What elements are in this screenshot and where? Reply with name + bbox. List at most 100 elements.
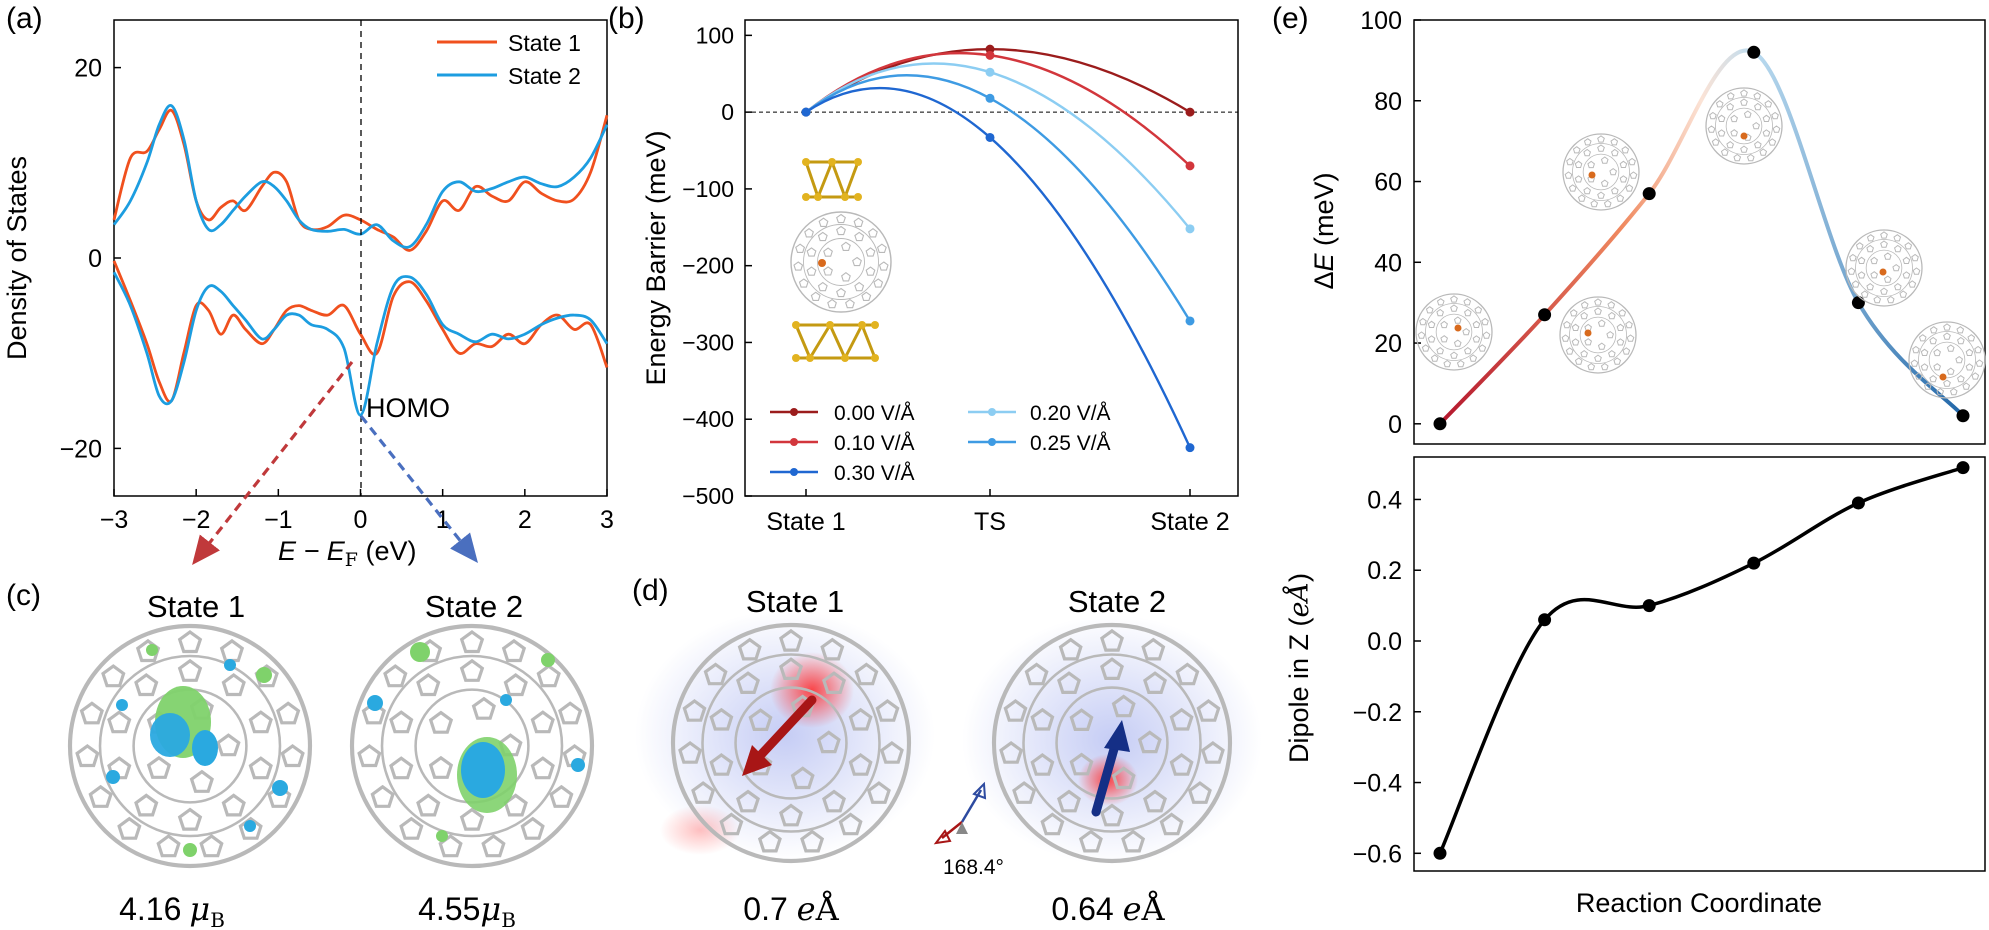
- e-top-ytick-label: 20: [1374, 330, 1402, 358]
- a-xtick-label: −1: [264, 506, 293, 534]
- cage-pentagon: [845, 298, 855, 309]
- energy-point: [1851, 296, 1865, 310]
- cage-pentagon: [1720, 148, 1729, 156]
- cage-pentagon: [1771, 111, 1779, 120]
- cage-pentagon: [1427, 320, 1436, 328]
- cage-pentagon: [1474, 306, 1483, 314]
- panel-a-xlabel-unit: (eV): [358, 536, 417, 566]
- cage-pentagon: [1626, 334, 1635, 342]
- b-xtick-label: State 1: [766, 508, 845, 536]
- cage-pentagon: [1746, 153, 1755, 162]
- cage-pentagon: [1902, 256, 1911, 264]
- panel-e-xlabel: Reaction Coordinate: [1576, 888, 1822, 918]
- cage-pentagon: [1860, 290, 1869, 298]
- legend-marker-field-0: [790, 408, 798, 416]
- cage-pentagon: [1187, 781, 1212, 804]
- energy-point: [1747, 45, 1761, 59]
- homo-arrow-state2: [359, 415, 478, 564]
- cage-ring: [98, 654, 282, 838]
- cage-pentagon: [1481, 317, 1489, 326]
- b-xtick-label: TS: [974, 508, 1006, 536]
- cage-pentagon: [1873, 295, 1882, 304]
- cage-pentagon: [1606, 330, 1614, 339]
- panel-d-state2-title: State 2: [1068, 584, 1166, 619]
- panel-label-d: (d): [632, 574, 669, 607]
- cage-pentagon: [1918, 334, 1927, 342]
- cage-pentagon: [536, 664, 561, 688]
- cage-pentagon: [1169, 707, 1194, 731]
- cage-ring: [817, 238, 865, 286]
- snapshot-fullerene-4: [1705, 87, 1783, 165]
- cage-pentagon: [1600, 179, 1609, 187]
- cage-pentagon: [1196, 699, 1221, 722]
- panel-e-reaction-chart: 0 20 40 60 80 100 0.4 0.2 0.0 −0.2 −0.4 −0.6 ΔE (me…: [1282, 7, 1986, 918]
- barrier-point: [801, 107, 811, 117]
- panel-label-a: (a): [6, 2, 43, 35]
- cage-pentagon: [1962, 382, 1971, 390]
- cage-pentagon: [1866, 282, 1874, 291]
- energy-point: [1538, 308, 1552, 322]
- lobe-dot: [183, 843, 197, 857]
- cage-outline: [991, 622, 1233, 864]
- cage-pentagon: [1137, 730, 1162, 754]
- cage-pentagon: [459, 807, 485, 831]
- e-top-ytick-label: 100: [1360, 7, 1402, 35]
- cage-pentagon: [1030, 753, 1055, 776]
- legend-marker-field-025: [988, 438, 996, 446]
- cage-pentagon: [501, 638, 527, 663]
- cage-pentagon: [1574, 160, 1583, 168]
- cage-pentagon: [1580, 301, 1589, 309]
- cage-pentagon: [1920, 363, 1929, 371]
- cage-pentagon: [1574, 175, 1583, 183]
- cage-pentagon: [779, 803, 803, 827]
- cage-pentagon: [1754, 140, 1762, 149]
- cage-pentagon: [1462, 327, 1470, 336]
- lobe-dot: [436, 830, 448, 842]
- angle-pivot: [956, 822, 968, 834]
- cage-pentagon: [875, 699, 900, 722]
- b-ytick-label: −400: [682, 406, 734, 432]
- cage-pentagon: [804, 228, 814, 238]
- cage-pentagon: [1169, 753, 1194, 776]
- legend-label-state2: State 2: [508, 63, 581, 89]
- dipole-profile-line: [1438, 465, 1964, 855]
- cage-pentagon: [841, 241, 851, 251]
- cage-ring: [1865, 249, 1903, 287]
- cage-pentagon: [146, 755, 172, 779]
- cage-pentagon: [793, 261, 804, 271]
- cage-pentagon: [221, 673, 246, 697]
- lobe-blue-large: [150, 713, 190, 757]
- cage-pentagon: [1583, 138, 1592, 146]
- panel-label-c: (c): [6, 579, 41, 612]
- cage-pentagon: [1450, 295, 1458, 303]
- cage-pentagon: [238, 816, 263, 840]
- cage-pentagon: [1855, 242, 1864, 250]
- panel-b-energy-barrier-chart: 100 0 −100 −200 −300 −400 −500 State 1 TS State 2…: [641, 19, 1239, 536]
- cage-pentagon: [1933, 348, 1941, 357]
- cage-pentagon: [854, 662, 879, 686]
- snapshot-atom-6: [1939, 373, 1947, 381]
- cage-pentagon: [1608, 311, 1616, 320]
- cage-pentagon: [1911, 253, 1919, 262]
- cage-pentagon: [1886, 295, 1895, 304]
- b-ytick-label: −500: [682, 483, 734, 509]
- panel-e-top-ylabel-italic: E: [1309, 252, 1339, 271]
- cage-pentagon: [383, 664, 408, 688]
- cage-pentagon: [1762, 114, 1771, 122]
- cage-pentagon: [853, 217, 864, 227]
- moment-unit-sub-state2: B: [501, 908, 516, 930]
- cage-pentagon: [1759, 148, 1768, 156]
- barrier-point: [1185, 161, 1195, 171]
- snapshot-fullerene-1: [1415, 293, 1493, 371]
- cage-pentagon: [1764, 100, 1773, 108]
- cage-pentagon: [1943, 379, 1951, 387]
- dipole-unit-e-state2: e: [1123, 890, 1142, 928]
- e-top-ytick-label: 80: [1374, 88, 1402, 116]
- cage-pentagon: [1594, 307, 1602, 315]
- dipole-arrow-state2-shaft: [1091, 737, 1121, 817]
- cage-pentagon: [1175, 662, 1200, 686]
- cage-pentagon: [1143, 789, 1167, 813]
- cage-pentagon: [1740, 145, 1748, 153]
- cage-pentagon: [189, 769, 214, 793]
- legend-label-field-025: 0.25 V/Å: [1030, 432, 1111, 455]
